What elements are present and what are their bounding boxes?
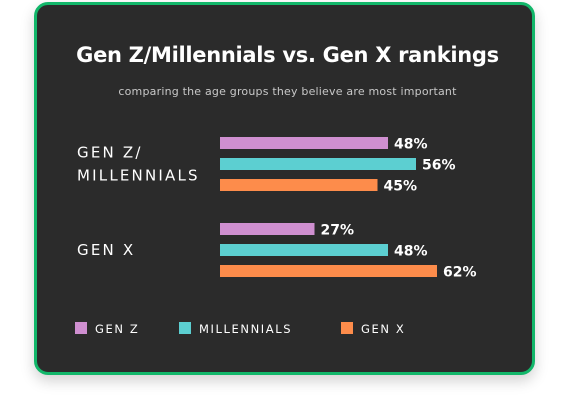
legend-swatch [341,322,353,334]
bar [220,265,437,277]
chart-subtitle: comparing the age groups they believe ar… [118,85,457,98]
bar [220,244,388,256]
data-label: 56% [422,158,456,174]
data-label: 27% [321,223,355,239]
data-label: 62% [443,265,477,281]
legend-label: GEN X [361,322,405,336]
chart-card: Gen Z/Millennials vs. Gen X rankings com… [34,2,535,375]
data-label: 48% [394,244,428,260]
group-label: GEN Z/ [77,144,143,162]
data-label: 48% [394,137,428,153]
bar [220,179,378,191]
bar [220,158,416,170]
chart-title: Gen Z/Millennials vs. Gen X rankings [76,43,499,67]
group-label: MILLENNIALS [77,167,200,185]
legend-label: MILLENNIALS [199,322,292,336]
bar-chart: GEN Z/MILLENNIALS 48% 56%45% GEN X 27% 48% 62%… [75,137,477,336]
legend-swatch [179,322,191,334]
bar [220,137,388,149]
group-label: GEN X [77,241,135,259]
legend-label: GEN Z [95,322,139,336]
bar [220,223,315,235]
legend-swatch [75,322,87,334]
data-label: 45% [384,179,418,195]
